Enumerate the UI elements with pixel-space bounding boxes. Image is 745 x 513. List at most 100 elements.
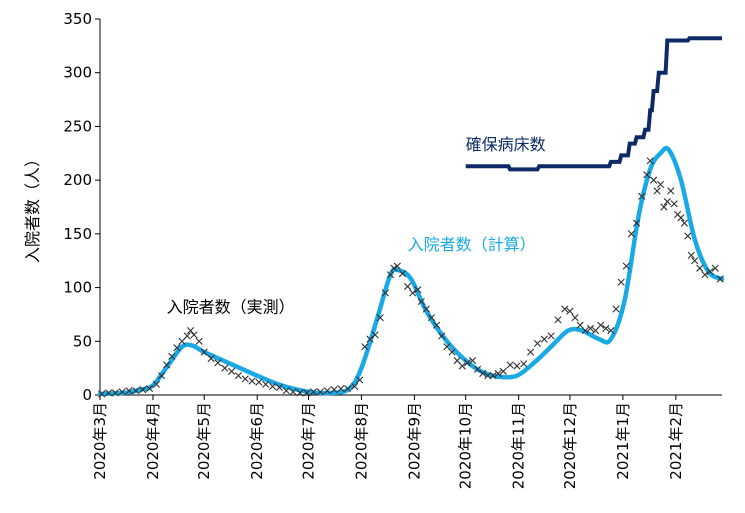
data-point-observed <box>118 388 126 396</box>
data-point-observed <box>656 180 665 189</box>
data-point-observed <box>316 388 325 396</box>
data-point-observed <box>632 219 641 227</box>
series-line-beds <box>465 36 722 172</box>
data-point-observed <box>680 219 688 227</box>
data-point-observed <box>145 384 154 393</box>
data-point-observed <box>520 360 528 368</box>
data-point-observed <box>262 380 270 388</box>
data-point-observed <box>241 375 249 383</box>
y-tick-label: 200 <box>63 171 92 189</box>
data-point-observed <box>234 372 243 380</box>
y-tick-label: 250 <box>63 117 92 135</box>
x-tick-label: 2020年5月 <box>195 402 213 480</box>
data-point-observed <box>494 369 502 378</box>
data-point-observed <box>527 348 535 356</box>
data-point-observed <box>132 387 140 395</box>
data-point-observed <box>386 271 395 279</box>
data-point-observed <box>479 369 487 378</box>
data-point-observed <box>701 271 709 279</box>
data-point-observed <box>597 321 605 329</box>
data-point-observed <box>282 387 290 395</box>
chart-ticks: 0 50 100 150 200 250 300 350 2020年3月 2020年4月 2020年… <box>63 10 685 489</box>
data-point-observed <box>221 364 229 372</box>
data-point-observed <box>157 372 166 380</box>
data-point-observed <box>612 305 620 313</box>
data-point-observed <box>104 389 113 397</box>
data-point-observed <box>716 275 724 283</box>
data-point-observed <box>448 348 456 356</box>
data-point-observed <box>433 321 441 329</box>
x-tick-label: 2021年1月 <box>614 402 632 480</box>
data-point-observed <box>173 344 181 352</box>
data-point-observed <box>330 386 338 394</box>
data-point-observed <box>289 388 297 396</box>
data-point-observed <box>463 359 471 367</box>
data-point-observed <box>390 264 398 272</box>
data-point-observed <box>227 367 236 375</box>
data-point-observed <box>540 335 548 343</box>
data-point-observed <box>414 286 422 294</box>
data-point-observed <box>214 359 222 367</box>
data-point-observed <box>622 262 630 270</box>
series-label-beds: 確保病床数 <box>466 135 546 154</box>
data-point-observed <box>687 251 695 259</box>
data-point-observed <box>398 270 407 278</box>
data-point-observed <box>207 354 215 363</box>
data-point-observed <box>268 382 277 390</box>
data-point-observed <box>152 380 160 388</box>
data-point-observed <box>677 214 685 222</box>
chart-series <box>97 36 725 398</box>
x-tick-label: 2020年4月 <box>144 402 162 480</box>
data-point-observed <box>499 367 507 375</box>
data-point-observed <box>554 316 562 324</box>
data-point-observed <box>643 171 651 179</box>
data-point-observed <box>646 157 654 165</box>
y-tick-label: 50 <box>73 332 92 350</box>
series-label-calculated: 入院者数（計算） <box>408 235 536 254</box>
y-tick-label: 0 <box>82 386 92 404</box>
data-point-observed <box>200 348 208 356</box>
data-point-observed <box>310 388 318 396</box>
data-point-observed <box>607 326 615 335</box>
data-point-observed <box>337 384 345 393</box>
data-point-observed <box>98 390 106 398</box>
data-point-observed <box>484 372 492 380</box>
data-point-observed <box>403 282 412 291</box>
data-point-observed <box>663 198 671 206</box>
data-point-observed <box>627 230 636 238</box>
data-point-observed <box>667 187 675 195</box>
data-point-observed <box>417 297 425 306</box>
data-point-observed <box>381 289 389 297</box>
data-point-observed <box>303 389 311 397</box>
data-point-observed <box>195 337 203 345</box>
data-point-observed <box>409 289 417 297</box>
data-point-observed <box>393 262 401 270</box>
data-point-observed <box>706 267 714 276</box>
x-tick-label: 2020年11月 <box>510 402 528 489</box>
data-point-observed <box>351 382 359 390</box>
data-point-observed <box>366 335 374 343</box>
data-point-observed <box>183 332 191 340</box>
data-point-observed <box>513 362 521 370</box>
data-point-observed <box>670 200 678 208</box>
data-point-observed <box>586 324 595 332</box>
x-tick-label: 2020年6月 <box>248 402 266 480</box>
data-point-observed <box>458 362 466 370</box>
data-point-observed <box>371 331 379 339</box>
data-point-observed <box>506 361 514 369</box>
y-tick-label: 350 <box>63 10 92 28</box>
chart-axes <box>99 19 722 396</box>
x-tick-label: 2021年2月 <box>667 402 685 480</box>
data-point-observed <box>356 376 364 384</box>
data-point-observed <box>561 305 569 313</box>
data-point-observed <box>474 365 482 373</box>
y-axis-title: 入院者数（人） <box>23 151 42 263</box>
data-point-observed <box>168 352 176 360</box>
data-point-observed <box>602 324 610 332</box>
data-point-observed <box>653 187 661 195</box>
data-point-observed <box>533 339 542 348</box>
data-point-observed <box>376 314 384 322</box>
data-point-observed <box>186 326 195 335</box>
y-tick-label: 150 <box>63 225 92 243</box>
